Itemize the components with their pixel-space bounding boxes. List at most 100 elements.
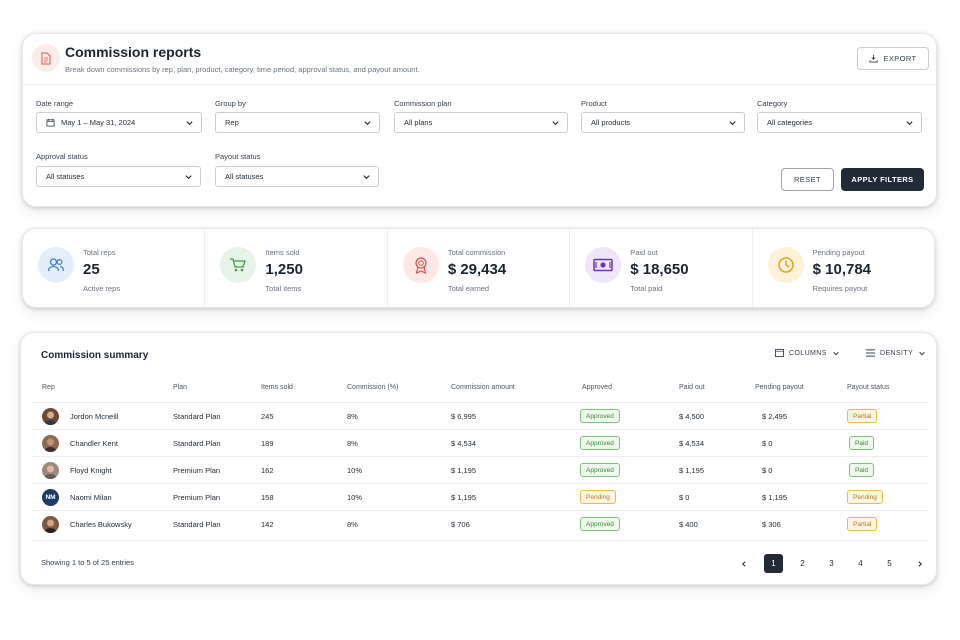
- payout-status-label: Payout status: [215, 152, 261, 161]
- column-header-commission-pct[interactable]: Commission (%): [347, 384, 399, 391]
- column-header-rep[interactable]: Rep: [42, 384, 55, 391]
- payout-status-select[interactable]: All statuses: [215, 166, 379, 187]
- rep-name: Naomi Milan: [70, 493, 112, 502]
- prev-page-button[interactable]: [734, 554, 753, 573]
- column-header-pending-payout[interactable]: Pending payout: [755, 384, 804, 391]
- commission-summary-card: Commission summary COLUMNS DENSITY Rep P…: [20, 332, 937, 585]
- stat-pending-payout: Pending payout $ 10,784 Requires payout: [753, 229, 934, 307]
- table-row[interactable]: Floyd Knight Premium Plan 162 10% $ 1,19…: [32, 456, 928, 483]
- category-select[interactable]: All categories: [757, 112, 922, 133]
- date-range-select[interactable]: May 1 – May 31, 2024: [36, 112, 202, 133]
- avatar: [42, 435, 59, 452]
- export-button[interactable]: EXPORT: [857, 47, 929, 70]
- stat-value: $ 29,434: [447, 261, 507, 278]
- stat-caption: Requires payout: [812, 284, 868, 293]
- pct-cell: 10%: [347, 493, 363, 502]
- items-cell: 162: [261, 466, 274, 475]
- page-title: Commission reports: [65, 44, 202, 60]
- download-icon: [869, 54, 878, 63]
- density-icon: [866, 349, 875, 357]
- avatar: [42, 408, 59, 425]
- commission-plan-select[interactable]: All plans: [394, 112, 568, 133]
- category-label: Category: [757, 99, 788, 108]
- page-button-2[interactable]: 2: [800, 559, 805, 568]
- page-button-3[interactable]: 3: [829, 559, 834, 568]
- group-by-label: Group by: [215, 99, 246, 108]
- product-select[interactable]: All products: [581, 112, 745, 133]
- approved-badge: Approved: [580, 517, 620, 531]
- page-button-1[interactable]: 1: [764, 554, 783, 573]
- pending-cell: $ 1,195: [762, 493, 788, 502]
- columns-button[interactable]: COLUMNS: [775, 349, 840, 357]
- chevron-down-icon: [906, 121, 913, 126]
- pending-cell: $ 306: [762, 520, 781, 529]
- pct-cell: 10%: [347, 466, 363, 475]
- page-button-4[interactable]: 4: [858, 559, 863, 568]
- table-row[interactable]: Chandler Kent Standard Plan 189 8% $ 4,5…: [32, 429, 928, 456]
- page-button-5[interactable]: 5: [887, 559, 892, 568]
- pct-cell: 8%: [347, 520, 358, 529]
- filters-card: Commission reports Break down commission…: [22, 33, 937, 207]
- export-label: EXPORT: [883, 54, 917, 63]
- avatar: [42, 516, 59, 533]
- table-row[interactable]: NM Naomi Milan Premium Plan 158 10% $ 1,…: [32, 483, 928, 510]
- stat-value: 1,250: [265, 261, 303, 278]
- calendar-icon: [46, 118, 55, 127]
- amount-cell: $ 4,534: [451, 439, 477, 448]
- avatar: [42, 462, 59, 479]
- payout-status-badge: Partial: [847, 409, 878, 423]
- columns-icon: [775, 349, 784, 357]
- stat-total-commission: Total commission $ 29,434 Total earned: [388, 229, 571, 307]
- chevron-down-icon: [363, 175, 370, 180]
- stat-label: Pending payout: [812, 248, 865, 257]
- stat-caption: Total earned: [447, 284, 490, 293]
- chevron-left-icon: [741, 560, 746, 567]
- users-icon: [38, 247, 74, 283]
- column-header-plan[interactable]: Plan: [173, 384, 188, 391]
- stat-value: 25: [83, 261, 100, 278]
- table-divider: [32, 540, 928, 541]
- date-range-label: Date range: [36, 99, 74, 108]
- group-by-select[interactable]: Rep: [215, 112, 380, 133]
- approved-badge: Pending: [580, 490, 616, 504]
- stat-value: $ 18,650: [630, 261, 689, 278]
- amount-cell: $ 706: [451, 520, 470, 529]
- column-header-payout-status[interactable]: Payout status: [847, 384, 890, 391]
- table-row[interactable]: Charles Bukowsky Standard Plan 142 8% $ …: [32, 510, 928, 537]
- page-subtitle: Break down commissions by rep, plan, pro…: [65, 65, 420, 74]
- chevron-down-icon: [185, 175, 192, 180]
- award-icon: [402, 247, 439, 283]
- stat-value: $ 10,784: [812, 261, 872, 278]
- column-header-approved[interactable]: Approved: [582, 384, 612, 391]
- payout-status-badge: Pending: [847, 490, 883, 504]
- avatar-initials: NM: [42, 489, 59, 506]
- apply-filters-button[interactable]: APPLY FILTERS: [841, 168, 924, 191]
- paid-cell: $ 400: [679, 520, 698, 529]
- header-divider: [23, 84, 936, 85]
- chevron-down-icon: [919, 351, 925, 356]
- column-header-paid-out[interactable]: Paid out: [679, 384, 705, 391]
- column-header-items-sold[interactable]: Items sold: [261, 384, 293, 391]
- chevron-down-icon: [552, 121, 559, 126]
- payout-status-badge: Paid: [849, 436, 875, 450]
- density-button[interactable]: DENSITY: [866, 349, 926, 357]
- rep-name: Chandler Kent: [70, 439, 118, 448]
- chevron-right-icon: [917, 560, 922, 567]
- items-cell: 158: [261, 493, 274, 502]
- chevron-down-icon: [729, 121, 736, 126]
- cart-icon: [220, 247, 257, 283]
- approval-status-select[interactable]: All statuses: [36, 166, 201, 187]
- column-header-commission-amount[interactable]: Commission amount: [451, 384, 515, 391]
- reset-button[interactable]: RESET: [781, 168, 834, 191]
- pct-cell: 8%: [347, 412, 358, 421]
- next-page-button[interactable]: [910, 554, 929, 573]
- table-row[interactable]: Jordon Mcneill Standard Plan 245 8% $ 6,…: [32, 402, 928, 429]
- plan-cell: Standard Plan: [173, 412, 221, 421]
- table-title: Commission summary: [41, 350, 149, 361]
- chevron-down-icon: [186, 121, 193, 126]
- stat-paid-out: Paid out $ 18,650 Total paid: [570, 229, 753, 307]
- payout-status-value: All statuses: [225, 172, 264, 181]
- approval-status-label: Approval status: [36, 152, 88, 161]
- pending-cell: $ 0: [762, 439, 773, 448]
- paid-cell: $ 4,534: [679, 439, 705, 448]
